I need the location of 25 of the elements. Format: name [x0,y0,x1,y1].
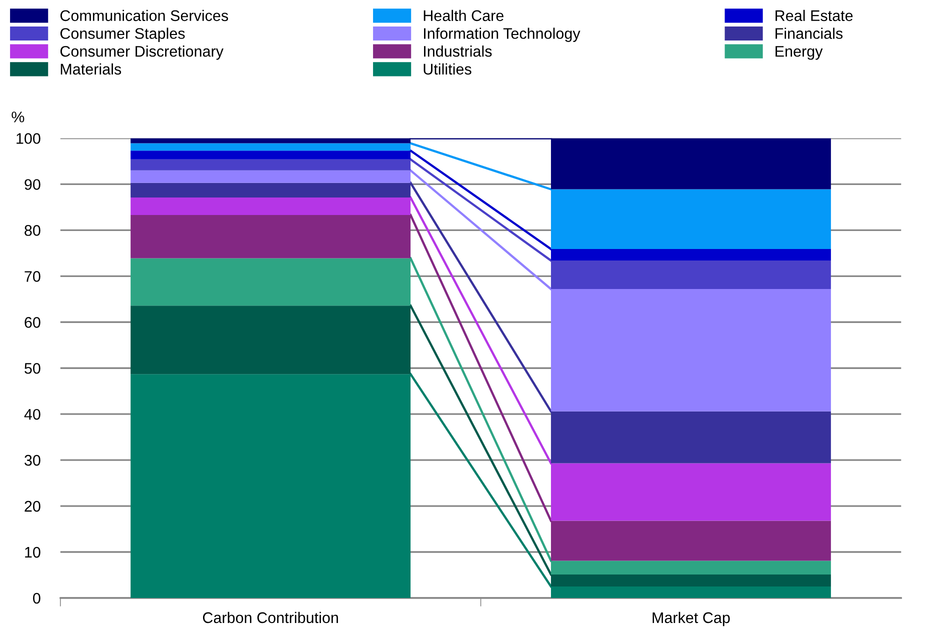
legend-label: Financials [776,28,843,39]
legend-label: Industrials [424,46,492,57]
legend-label: Consumer Discretionary [60,46,224,60]
legend-label: Consumer Staples [60,28,185,42]
y-tick-label: 70 [24,271,40,282]
y-tick-label: 90 [24,179,40,190]
x-tick-label: Market Cap [652,612,730,626]
legend-label: Utilities [424,63,472,75]
legend-label: Materials [60,63,122,75]
legend-label: Information Technology [424,28,580,42]
y-tick-label: 60 [24,317,40,328]
legend-label: Communication Services [60,10,228,22]
x-tick-label: Carbon Contribution [202,612,338,624]
y-tick-label: 0 [33,592,40,604]
y-tick-label: 30 [24,454,40,466]
y-tick-label: 80 [24,225,40,236]
y-axis-title: % [12,112,24,122]
y-tick-label: 40 [24,408,40,420]
y-tick-label: 100 [16,133,40,144]
y-tick-label: 10 [25,546,40,558]
y-tick-label: 20 [24,500,40,512]
legend-label: Energy [776,46,823,60]
y-tick-label: 50 [24,362,40,374]
legend-label: Health Care [424,10,504,22]
legend-label: Real Estate [776,10,853,22]
